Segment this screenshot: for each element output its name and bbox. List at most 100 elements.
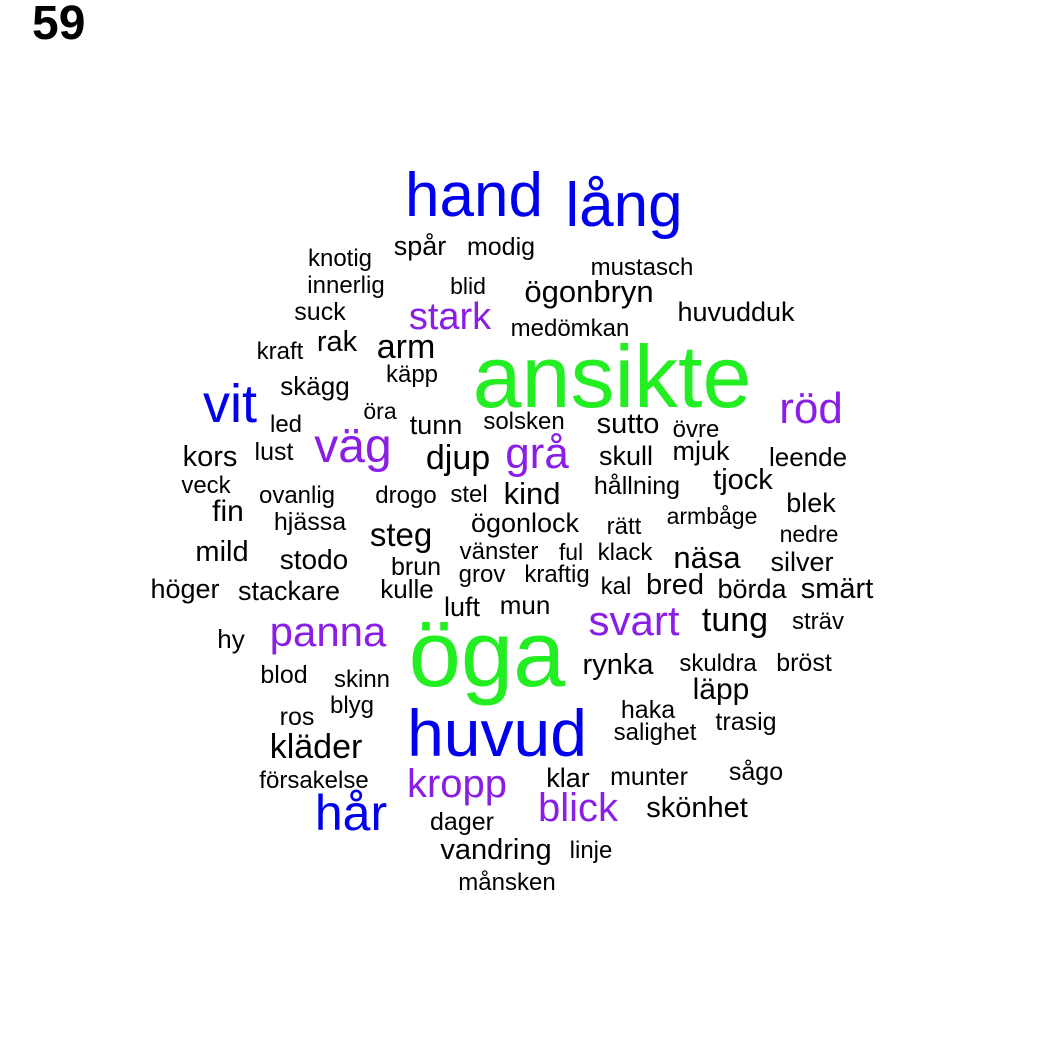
cloud-word: käpp [385, 361, 439, 388]
cloud-word: veck [181, 472, 231, 499]
panel-label: 59 [32, 0, 86, 50]
cloud-word: skönhet [646, 792, 748, 824]
cloud-word: vit [203, 374, 257, 434]
cloud-word: kulle [380, 574, 434, 604]
cloud-word: kraft [256, 338, 304, 365]
cloud-word: kläder [269, 728, 363, 766]
cloud-word: rynka [582, 649, 654, 681]
cloud-word: grå [505, 429, 569, 478]
cloud-word: rak [316, 326, 358, 358]
cloud-word: haka [620, 696, 676, 724]
cloud-word: ögonlock [470, 508, 580, 538]
cloud-word: vänster [459, 538, 539, 565]
cloud-word: skägg [280, 371, 350, 401]
cloud-word: mild [195, 536, 249, 568]
cloud-word: silver [770, 547, 834, 577]
cloud-word: mun [499, 590, 551, 620]
cloud-word: modig [466, 233, 536, 261]
cloud-word: månsken [458, 869, 556, 896]
cloud-word: klack [597, 539, 653, 566]
cloud-word: höger [150, 574, 220, 604]
cloud-word: hy [217, 624, 245, 654]
cloud-word: innerlig [307, 272, 385, 299]
cloud-word: hållning [593, 472, 681, 500]
cloud-word: mustasch [590, 254, 694, 281]
cloud-word: suck [294, 298, 346, 326]
cloud-word: hjässa [273, 508, 347, 536]
cloud-word: sågo [728, 758, 784, 786]
cloud-word: huvudduk [677, 297, 795, 327]
cloud-word: väg [314, 420, 392, 473]
cloud-word: sträv [791, 608, 845, 635]
cloud-word: ögonbryn [524, 274, 654, 309]
cloud-word: linje [569, 837, 613, 864]
cloud-word: hår [314, 785, 388, 841]
cloud-word: blek [786, 488, 836, 518]
cloud-word: arm [376, 328, 436, 366]
cloud-word: röd [779, 384, 843, 433]
cloud-word: tjock [713, 464, 773, 496]
cloud-word: luft [443, 592, 481, 622]
cloud-word: stark [408, 296, 492, 338]
cloud-word: blyg [329, 692, 375, 719]
cloud-word: munter [610, 763, 688, 791]
cloud-word: klar [546, 763, 590, 793]
cloud-word: kropp [406, 762, 508, 806]
cloud-word: spår [393, 231, 447, 261]
cloud-word: blick [537, 786, 619, 830]
cloud-word: armbåge [666, 503, 758, 529]
cloud-word: smärt [800, 573, 874, 605]
cloud-word: öra [363, 398, 397, 424]
cloud-word: knotig [307, 245, 373, 272]
cloud-word: ros [279, 703, 315, 731]
cloud-word: salighet [613, 719, 697, 746]
cloud-word: tung [701, 601, 769, 639]
cloud-word: blid [450, 273, 486, 299]
cloud-word: huvud [407, 696, 587, 770]
cloud-word: försakelse [259, 767, 369, 794]
cloud-word: mjuk [672, 436, 730, 466]
cloud-word: näsa [673, 540, 741, 575]
cloud-word: övre [672, 416, 720, 443]
cloud-word: leende [768, 442, 848, 472]
cloud-word: skull [598, 441, 654, 471]
cloud-word: fin [212, 495, 244, 528]
cloud-word: börda [717, 574, 787, 604]
cloud-word: kal [600, 573, 632, 600]
cloud-word: skinn [333, 666, 391, 693]
cloud-word: stel [450, 481, 488, 508]
cloud-word: djup [425, 439, 491, 477]
cloud-word: nedre [779, 521, 839, 547]
cloud-word: kraftig [524, 561, 590, 588]
cloud-word: stackare [237, 576, 341, 606]
cloud-word: led [269, 411, 303, 438]
cloud-word: läpp [692, 673, 750, 706]
cloud-word: rätt [606, 513, 642, 540]
cloud-word: kors [182, 441, 238, 473]
cloud-word: hand [405, 161, 543, 230]
cloud-word: tunn [409, 410, 463, 440]
cloud-word: solsken [483, 408, 565, 435]
cloud-word: ovanlig [258, 482, 336, 509]
cloud-word: bred [645, 569, 705, 601]
cloud-word: steg [369, 516, 433, 553]
cloud-word: ful [558, 539, 584, 565]
cloud-word: vandring [440, 834, 552, 866]
cloud-word: drogo [375, 482, 437, 509]
cloud-word: skuldra [679, 650, 757, 677]
cloud-word: kind [503, 476, 561, 511]
cloud-word: sutto [596, 408, 660, 440]
cloud-word: dager [430, 808, 494, 836]
cloud-word: panna [269, 608, 387, 655]
cloud-word: bröst [776, 649, 832, 677]
cloud-word: ansikte [472, 327, 752, 426]
cloud-word: lust [254, 438, 294, 466]
cloud-word: lång [565, 171, 683, 240]
cloud-word: medömkan [510, 315, 630, 342]
cloud-word: stodo [279, 544, 349, 575]
cloud-word: trasig [715, 708, 777, 736]
cloud-word: blod [260, 661, 308, 689]
cloud-word: grov [458, 561, 506, 588]
cloud-word: öga [408, 601, 566, 706]
